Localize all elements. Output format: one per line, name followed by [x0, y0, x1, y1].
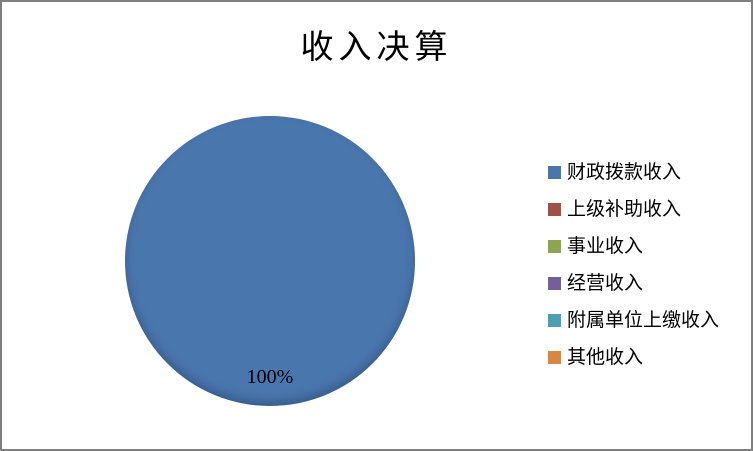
pie-chart: 100%	[125, 116, 415, 406]
legend-item: 财政拨款收入	[548, 162, 719, 183]
legend-swatch	[548, 277, 561, 290]
legend-label: 财政拨款收入	[567, 162, 682, 183]
legend: 财政拨款收入 上级补助收入 事业收入 经营收入 附属单位上缴收入 其他收入	[548, 162, 719, 384]
chart-title: 收入决算	[300, 30, 453, 66]
legend-label: 事业收入	[567, 236, 644, 257]
legend-swatch	[548, 166, 561, 179]
legend-label: 经营收入	[567, 273, 644, 294]
pie-slice-label: 100%	[246, 366, 294, 388]
legend-swatch	[548, 240, 561, 253]
legend-item: 其他收入	[548, 347, 719, 368]
legend-swatch	[548, 351, 561, 364]
legend-swatch	[548, 314, 561, 327]
legend-label: 附属单位上缴收入	[567, 310, 720, 331]
legend-label: 其他收入	[567, 347, 644, 368]
legend-item: 上级补助收入	[548, 199, 719, 220]
legend-item: 事业收入	[548, 236, 719, 257]
legend-item: 附属单位上缴收入	[548, 310, 719, 331]
legend-label: 上级补助收入	[567, 199, 682, 220]
legend-item: 经营收入	[548, 273, 719, 294]
legend-swatch	[548, 203, 561, 216]
